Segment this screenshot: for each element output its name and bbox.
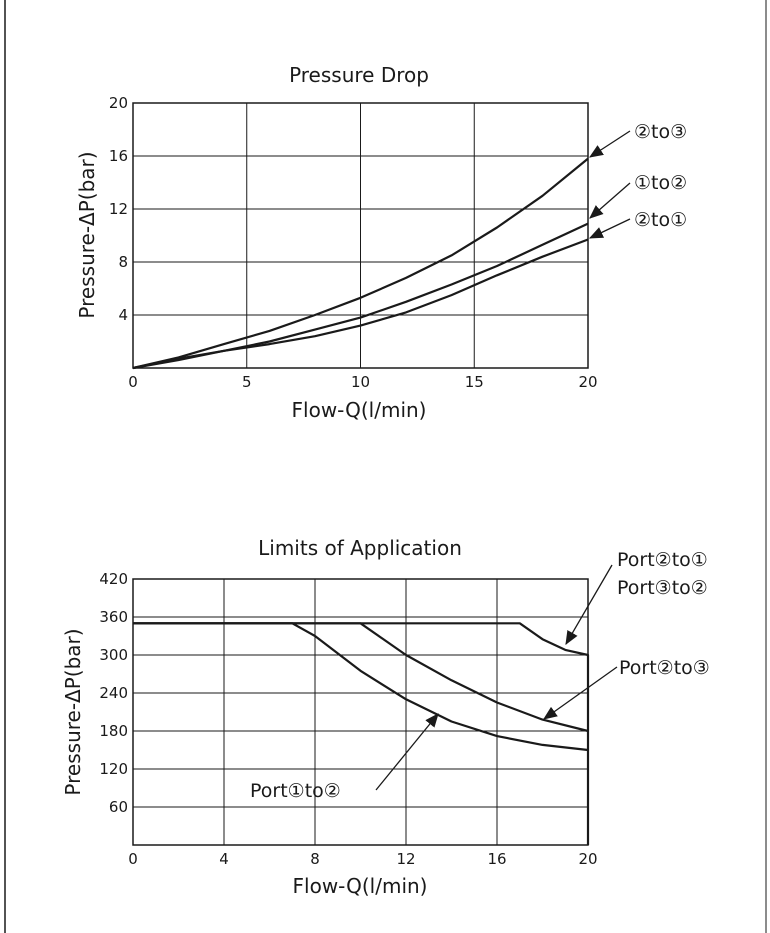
series-lines [133,622,590,845]
annotation-arrow [375,713,439,791]
annotation-arrow [588,218,631,239]
annotation-label: Port②to③ [619,657,710,679]
x-tick-label: 12 [396,850,415,868]
x-tick-label: 20 [578,373,597,391]
annotation-arrow [543,666,618,720]
x-tick-label: 10 [351,373,370,391]
x-tick-label: 0 [128,850,138,868]
pressure-drop-chart: Pressure Drop 0 5 10 15 20 4 8 12 16 20 Flow-Q(l/… [75,63,687,422]
series-line [132,157,589,370]
x-tick-label: 16 [487,850,506,868]
y-tick-label: 360 [99,608,128,626]
y-tick-label: 12 [109,200,128,218]
y-tick-label: 60 [109,798,128,816]
x-tick-label: 5 [242,373,252,391]
x-axis-label: Flow-Q(l/min) [292,398,427,422]
gridlines [132,102,589,368]
annotation-label: ②to③ [634,121,687,143]
x-tick-label: 20 [578,850,597,868]
y-tick-label: 16 [109,147,128,165]
annotation-label: ②to① [634,209,687,231]
y-tick-label: 120 [99,760,128,778]
chart-title: Pressure Drop [289,63,429,87]
x-tick-label: 8 [310,850,320,868]
plot-frame [132,102,589,369]
annotation-label: ①to② [634,172,687,194]
annotation-label: Port③to② [617,577,708,599]
annotation-label: Port②to① [617,549,708,571]
annotation-arrow [589,130,631,158]
chart-title: Limits of Application [258,536,462,560]
series-line [133,622,590,845]
y-tick-label: 300 [99,646,128,664]
tick-labels: 0 5 10 15 20 4 8 12 16 20 [109,94,598,391]
series-lines [132,157,589,370]
y-tick-label: 20 [109,94,128,112]
tick-labels: 0 4 8 12 16 20 60 120 180 240 300 360 420 [99,570,597,868]
series-line [133,622,589,733]
x-tick-label: 0 [128,373,138,391]
y-tick-label: 420 [99,570,128,588]
y-axis-label: Pressure-ΔP(bar) [61,628,85,795]
y-tick-label: 4 [118,306,128,324]
limits-of-application-chart: Limits of Application 0 4 8 12 16 20 60 120 180 2… [61,536,710,898]
x-tick-label: 4 [219,850,229,868]
y-tick-label: 240 [99,684,128,702]
x-axis-label: Flow-Q(l/min) [293,874,428,898]
annotation-label: Port①to② [250,780,341,802]
series-line [132,238,589,370]
y-tick-label: 8 [118,253,128,271]
series-line [133,622,589,752]
annotation-arrow [565,564,613,646]
y-axis-label: Pressure-ΔP(bar) [75,151,99,318]
x-tick-label: 15 [465,373,484,391]
y-tick-label: 180 [99,722,128,740]
annotation-arrow [589,182,631,219]
